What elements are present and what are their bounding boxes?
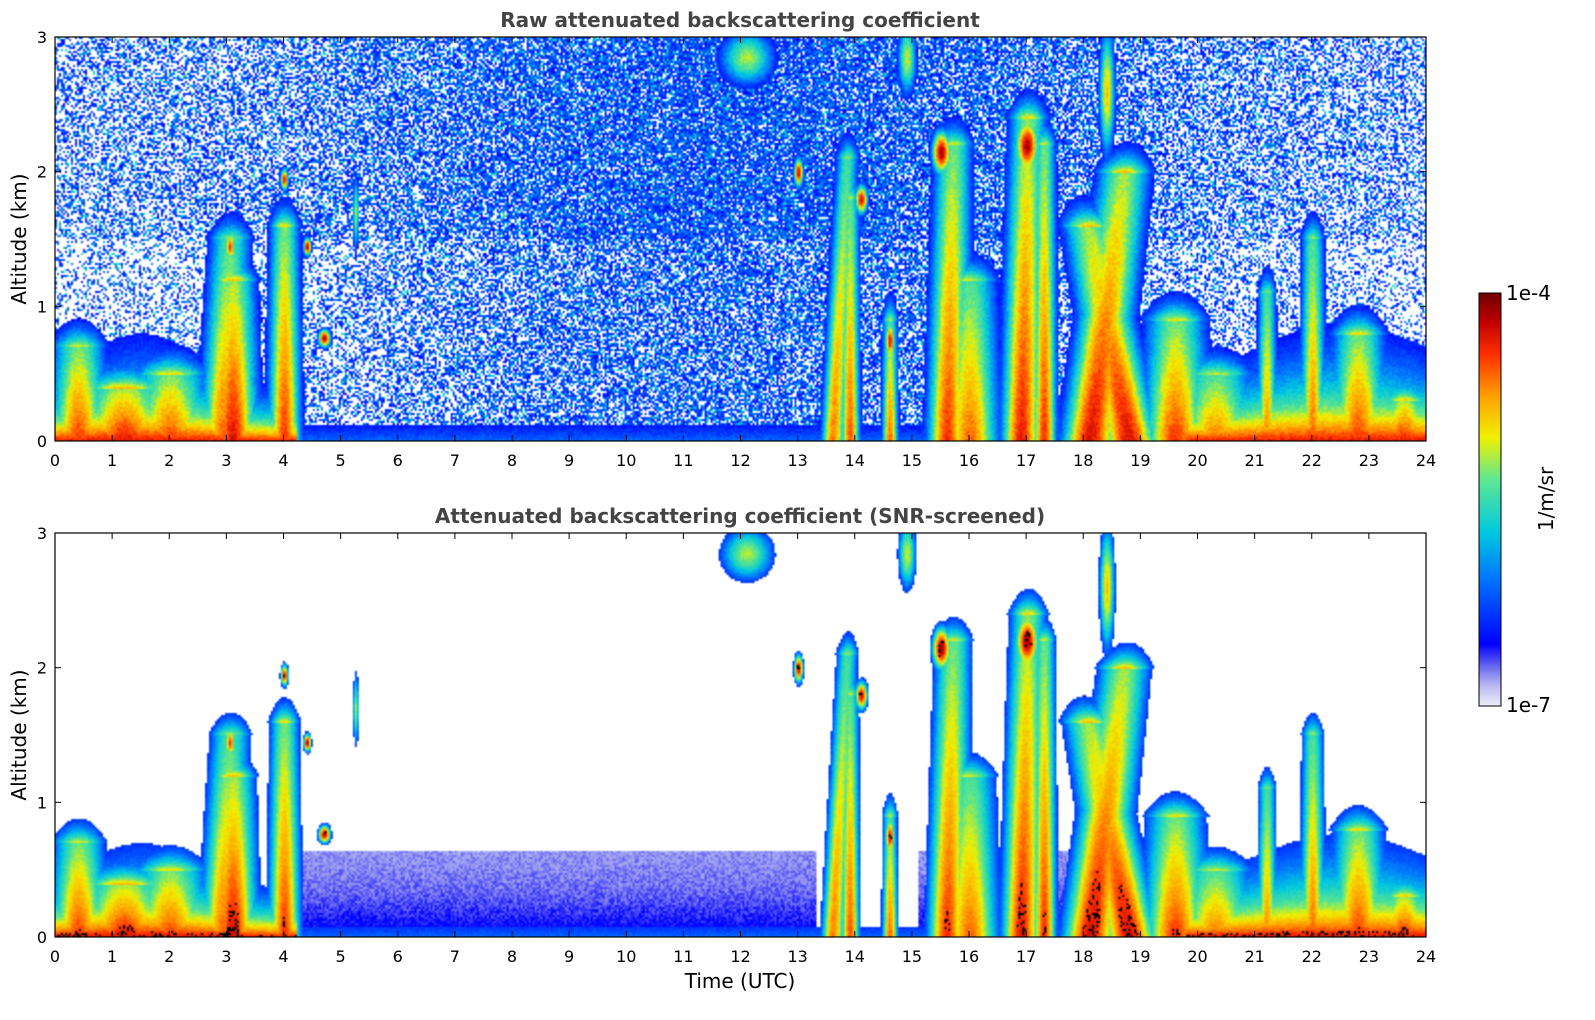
x-tick-label: 11 — [673, 947, 693, 966]
top-panel-title: Raw attenuated backscattering coefficien… — [500, 8, 980, 32]
bottom-y-axis-label: Altitude (km) — [7, 669, 31, 800]
x-tick-label: 8 — [507, 451, 517, 470]
x-tick-label: 15 — [902, 947, 922, 966]
x-tick-label: 5 — [336, 451, 346, 470]
x-tick-label: 6 — [393, 947, 403, 966]
x-tick-label: 1 — [107, 947, 117, 966]
x-tick-label: 3 — [221, 451, 231, 470]
x-tick-label: 3 — [221, 947, 231, 966]
x-tick-label: 14 — [845, 451, 865, 470]
x-tick-label: 18 — [1073, 947, 1093, 966]
top-heatmap-image — [55, 37, 1426, 441]
x-tick-label: 4 — [278, 451, 288, 470]
x-tick-label: 22 — [1302, 451, 1322, 470]
x-tick-label: 10 — [616, 451, 636, 470]
bottom-panel-plot: 0 1 2 3 4 5 6 7 8 9 10 11 12 13 14 15 16 17 18 19 20 21 22 23 24… — [37, 524, 1436, 966]
x-tick-label: 21 — [1244, 451, 1264, 470]
y-tick-label: 3 — [37, 28, 47, 47]
x-tick-label: 12 — [730, 947, 750, 966]
colorbar-min-label: 1e-7 — [1506, 693, 1551, 717]
top-y-axis-label: Altitude (km) — [7, 173, 31, 304]
colorbar-unit-label: 1/m/sr — [1534, 466, 1558, 531]
colorbar-max-label: 1e-4 — [1506, 281, 1551, 305]
x-tick-label: 1 — [107, 451, 117, 470]
bottom-panel-title: Attenuated backscattering coefficient (S… — [435, 504, 1045, 528]
x-tick-label: 4 — [278, 947, 288, 966]
x-tick-label: 19 — [1130, 947, 1150, 966]
x-tick-label: 19 — [1130, 451, 1150, 470]
x-tick-label: 10 — [616, 947, 636, 966]
x-tick-label: 7 — [450, 451, 460, 470]
x-tick-label: 15 — [902, 451, 922, 470]
x-tick-label: 14 — [845, 947, 865, 966]
x-tick-label: 21 — [1244, 947, 1264, 966]
y-tick-label: 3 — [37, 524, 47, 543]
x-tick-label: 8 — [507, 947, 517, 966]
y-tick-label: 0 — [37, 432, 47, 451]
x-tick-label: 9 — [564, 947, 574, 966]
x-tick-label: 0 — [50, 947, 60, 966]
colorbar: 1e-4 1e-7 1/m/sr — [1478, 281, 1558, 717]
x-axis-label: Time (UTC) — [684, 969, 796, 993]
x-tick-label: 24 — [1416, 947, 1436, 966]
y-tick-label: 1 — [37, 297, 47, 316]
top-x-ticks: 0 1 2 3 4 5 6 7 8 9 10 11 12 13 14 15 16 17 18 19 20 21 22 23 24 — [50, 37, 1436, 470]
x-tick-label: 23 — [1359, 451, 1379, 470]
y-tick-label: 2 — [37, 659, 47, 678]
x-tick-label: 2 — [164, 451, 174, 470]
x-tick-label: 16 — [959, 451, 979, 470]
x-tick-label: 9 — [564, 451, 574, 470]
x-tick-label: 11 — [673, 451, 693, 470]
bottom-heatmap-image — [55, 533, 1426, 937]
x-tick-label: 22 — [1302, 947, 1322, 966]
x-tick-label: 12 — [730, 451, 750, 470]
x-tick-label: 13 — [787, 451, 807, 470]
x-tick-label: 17 — [1016, 947, 1036, 966]
x-tick-label: 7 — [450, 947, 460, 966]
x-tick-label: 6 — [393, 451, 403, 470]
colorbar-gradient — [1478, 292, 1502, 707]
y-tick-label: 2 — [37, 163, 47, 182]
x-tick-label: 2 — [164, 947, 174, 966]
bottom-y-ticks: 0 1 2 3 — [37, 524, 1426, 947]
y-tick-label: 1 — [37, 793, 47, 812]
x-tick-label: 0 — [50, 451, 60, 470]
bottom-x-ticks: 0 1 2 3 4 5 6 7 8 9 10 11 12 13 14 15 16 17 18 19 20 21 22 23 24 — [50, 533, 1436, 966]
x-tick-label: 16 — [959, 947, 979, 966]
x-tick-label: 13 — [787, 947, 807, 966]
top-panel-plot: 0 1 2 3 4 5 6 7 8 9 10 11 12 13 14 15 16 17 18 19 20 21 22 23 24… — [37, 28, 1436, 470]
y-tick-label: 0 — [37, 928, 47, 947]
x-tick-label: 20 — [1187, 947, 1207, 966]
x-tick-label: 5 — [336, 947, 346, 966]
x-tick-label: 24 — [1416, 451, 1436, 470]
x-tick-label: 17 — [1016, 451, 1036, 470]
top-y-ticks: 0 1 2 3 — [37, 28, 1426, 451]
x-tick-label: 18 — [1073, 451, 1093, 470]
x-tick-label: 23 — [1359, 947, 1379, 966]
x-tick-label: 20 — [1187, 451, 1207, 470]
